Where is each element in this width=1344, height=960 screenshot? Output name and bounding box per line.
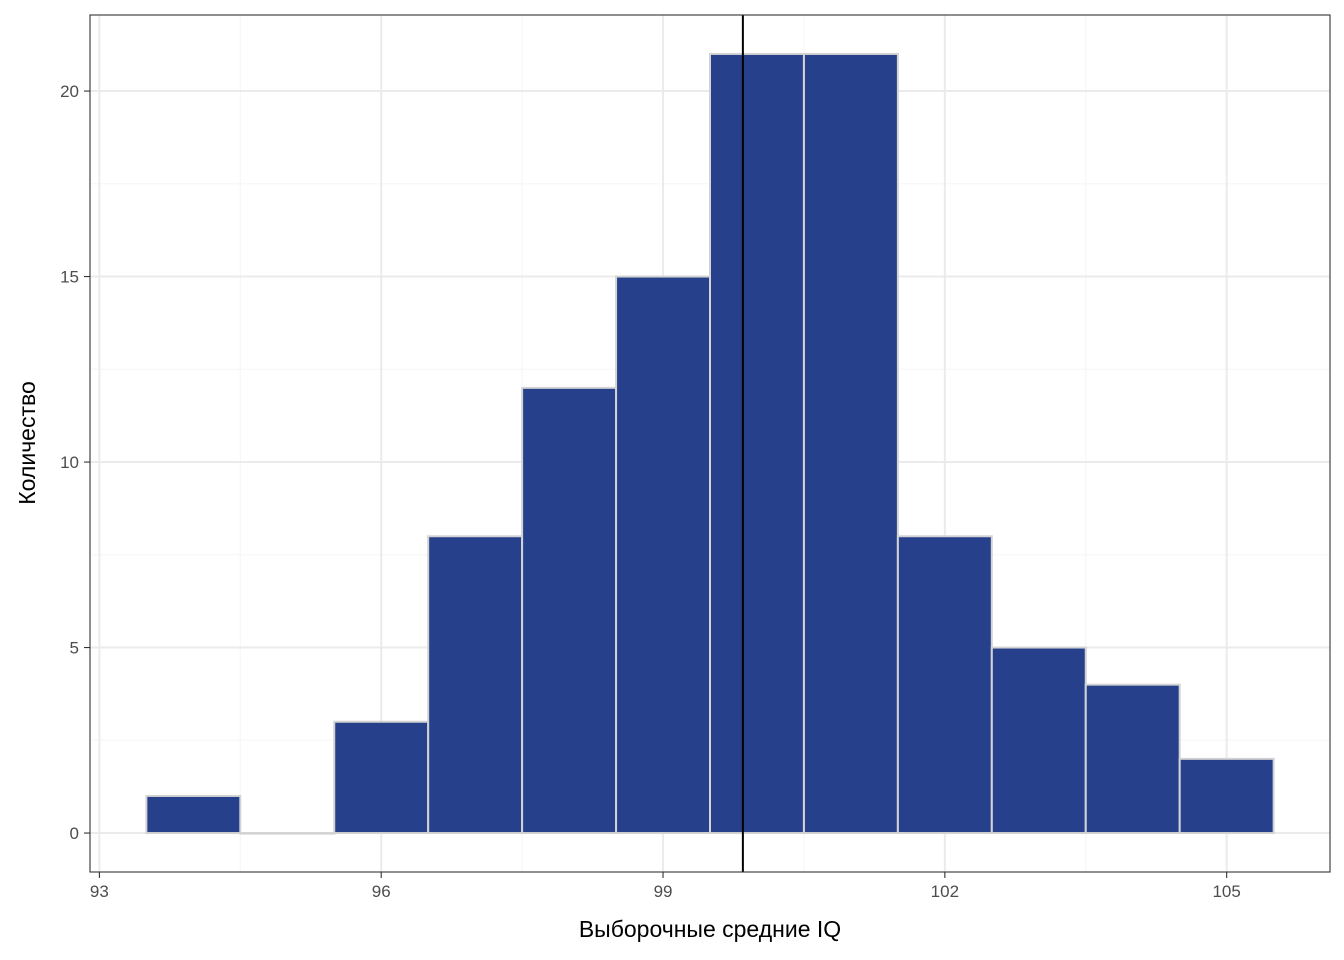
panel-border	[89, 14, 1331, 873]
histogram-bar	[802, 52, 899, 835]
x-tick-label: 96	[372, 882, 391, 901]
y-tick-label: 0	[70, 824, 79, 843]
histogram-bars	[145, 52, 1275, 835]
y-tick-label: 15	[60, 268, 79, 287]
y-tick-label: 10	[60, 453, 79, 472]
y-axis-title: Количество	[14, 381, 40, 505]
x-tick-label: 102	[931, 882, 959, 901]
histogram-bar	[427, 535, 524, 835]
histogram-bar	[896, 535, 993, 835]
y-tick-label: 5	[70, 639, 79, 658]
histogram-bar	[145, 794, 242, 835]
x-tick-label: 93	[90, 882, 109, 901]
x-tick-label: 99	[654, 882, 673, 901]
x-axis-ticks: 93 96 99 102 105	[90, 872, 1241, 901]
x-axis-title: Выборочные средние IQ	[579, 916, 841, 942]
x-tick-label: 105	[1212, 882, 1240, 901]
y-tick-label: 20	[60, 82, 79, 101]
histogram-bar	[1084, 683, 1181, 835]
histogram-bar	[615, 275, 711, 835]
histogram-bar	[521, 386, 618, 835]
y-axis-ticks: 0 5 10 15 20	[60, 82, 90, 843]
histogram-bar	[239, 832, 336, 835]
histogram-bar	[990, 646, 1087, 835]
histogram-bar	[333, 720, 430, 835]
histogram-bar	[709, 52, 805, 835]
histogram-bar	[1178, 757, 1275, 835]
